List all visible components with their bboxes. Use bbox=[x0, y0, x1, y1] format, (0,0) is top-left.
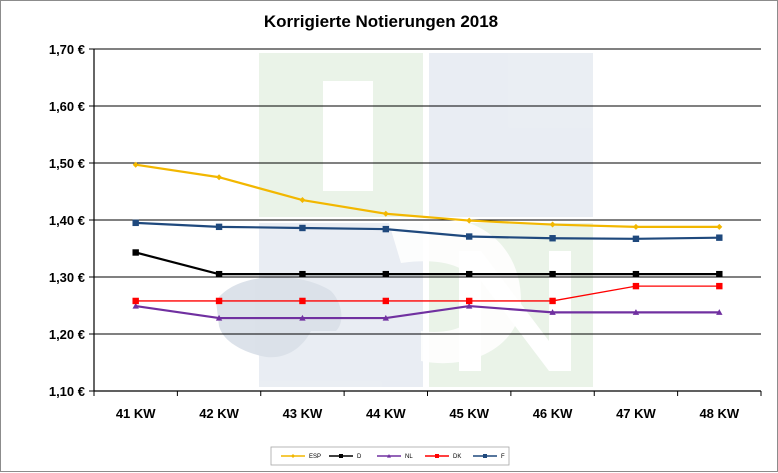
data-point bbox=[465, 297, 473, 305]
data-point bbox=[632, 282, 640, 290]
data-point bbox=[299, 224, 306, 232]
data-point bbox=[299, 314, 306, 321]
y-tick-labels: 1,10 € 1,20 € 1,30 € 1,40 € 1,50 € 1,60 € 1,70… bbox=[49, 42, 85, 399]
data-point bbox=[549, 235, 556, 242]
data-point bbox=[132, 161, 139, 168]
data-point bbox=[299, 197, 306, 204]
data-point bbox=[632, 235, 640, 243]
y-tick-label: 1,40 € bbox=[49, 213, 85, 228]
data-point bbox=[549, 297, 556, 305]
data-point bbox=[549, 270, 556, 278]
data-point bbox=[465, 270, 473, 278]
data-point bbox=[132, 302, 139, 309]
chart-title: Korrigierte Notierungen 2018 bbox=[264, 12, 498, 31]
series-d bbox=[132, 249, 723, 278]
series-esp bbox=[132, 161, 723, 230]
legend-label: DK bbox=[453, 454, 461, 460]
x-tick-label: 47 KW bbox=[616, 406, 656, 421]
x-tick-label: 41 KW bbox=[116, 406, 156, 421]
watermark-logo bbox=[216, 53, 593, 387]
data-point bbox=[382, 297, 390, 305]
series-line bbox=[135, 221, 720, 240]
legend-label: ESP bbox=[309, 454, 321, 460]
legend: ESP D NL DK F bbox=[270, 446, 510, 466]
data-point bbox=[382, 210, 389, 217]
legend-label: F bbox=[501, 454, 505, 460]
data-point bbox=[291, 454, 295, 458]
series-layer bbox=[132, 161, 723, 321]
y-tick-label: 1,20 € bbox=[49, 327, 85, 342]
x-tick-label: 44 KW bbox=[366, 406, 406, 421]
series-f bbox=[132, 219, 723, 243]
data-point bbox=[132, 249, 139, 256]
data-point bbox=[549, 221, 556, 228]
legend-item-d: D bbox=[329, 454, 362, 460]
y-tick-label: 1,30 € bbox=[49, 270, 85, 285]
x-tick-label: 48 KW bbox=[699, 406, 739, 421]
y-tick-label: 1,70 € bbox=[49, 42, 85, 57]
data-point bbox=[382, 270, 390, 278]
series-line bbox=[135, 285, 720, 302]
data-point bbox=[216, 174, 223, 181]
data-point bbox=[299, 270, 306, 278]
data-point bbox=[382, 314, 390, 321]
data-point bbox=[632, 223, 639, 230]
y-tick-label: 1,10 € bbox=[49, 384, 85, 399]
series-line bbox=[135, 163, 720, 228]
series-line bbox=[135, 304, 720, 320]
series-dk bbox=[132, 282, 723, 305]
x-tick-label: 46 KW bbox=[533, 406, 573, 421]
legend-item-f: F bbox=[473, 454, 505, 460]
y-tick-label: 1,60 € bbox=[49, 99, 85, 114]
legend-item-esp: ESP bbox=[281, 454, 321, 460]
data-point bbox=[716, 234, 723, 241]
x-tick-label: 43 KW bbox=[283, 406, 323, 421]
series-nl bbox=[132, 302, 723, 321]
data-point bbox=[465, 302, 473, 309]
data-point bbox=[716, 282, 723, 290]
x-tick-label: 42 KW bbox=[199, 406, 239, 421]
data-point bbox=[632, 270, 640, 278]
data-point bbox=[215, 314, 223, 321]
y-tick-label: 1,50 € bbox=[49, 156, 85, 171]
series-line bbox=[135, 251, 720, 276]
data-point bbox=[132, 297, 139, 305]
data-point bbox=[549, 309, 556, 315]
data-point bbox=[632, 309, 640, 315]
data-point bbox=[716, 270, 723, 278]
legend-item-nl: NL bbox=[377, 454, 413, 460]
data-point bbox=[215, 270, 223, 278]
data-point bbox=[215, 223, 223, 231]
legend-label: NL bbox=[405, 454, 413, 460]
data-point bbox=[339, 454, 343, 458]
data-point bbox=[466, 217, 473, 224]
legend-item-dk: DK bbox=[425, 454, 461, 460]
data-point bbox=[382, 225, 390, 233]
data-point bbox=[299, 297, 306, 305]
data-point bbox=[716, 223, 723, 230]
data-point bbox=[215, 297, 223, 305]
axes bbox=[93, 49, 762, 396]
data-point bbox=[387, 454, 391, 458]
data-point bbox=[483, 454, 487, 458]
x-tick-labels: 41 KW 42 KW 43 KW 44 KW 45 KW 46 KW 47 KW 48 KW bbox=[116, 406, 740, 421]
gridlines bbox=[89, 48, 761, 392]
data-point bbox=[132, 219, 139, 227]
x-tick-label: 45 KW bbox=[449, 406, 489, 421]
data-point bbox=[465, 233, 473, 240]
data-point bbox=[716, 309, 723, 315]
legend-label: D bbox=[357, 454, 362, 460]
data-point bbox=[435, 454, 439, 458]
